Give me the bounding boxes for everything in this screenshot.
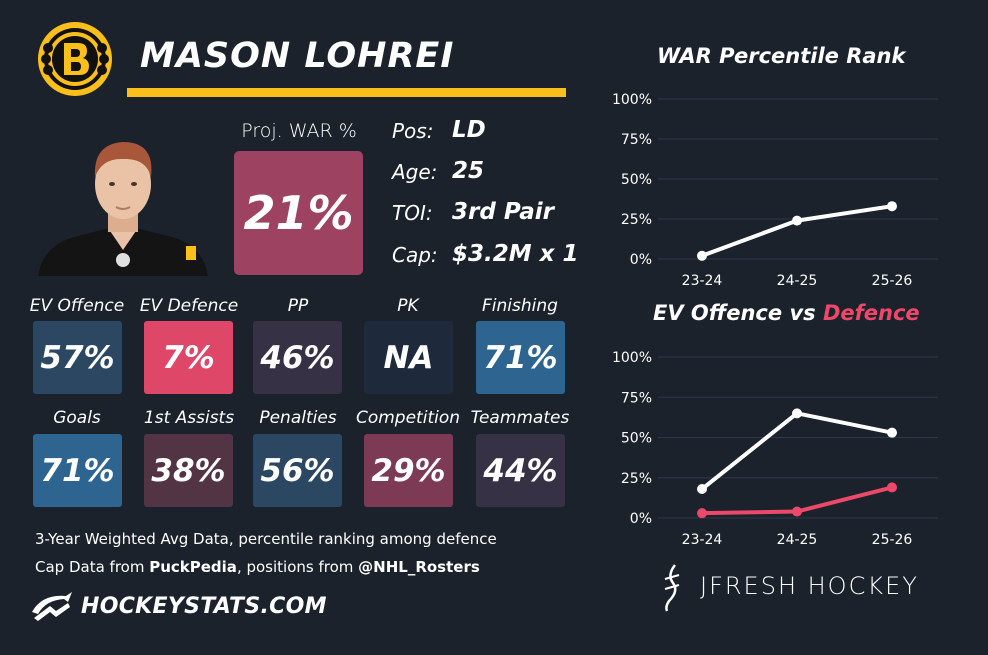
stat-tile-goals: 71%: [33, 434, 122, 507]
y-tick-label: 100%: [612, 350, 652, 366]
data-point: [697, 508, 707, 519]
proj-war-value: 21%: [243, 186, 354, 240]
player-name: MASON LOHREI: [140, 36, 455, 76]
war-percentile-chart: 0% 25% 50% 75% 100% 23-24 24-25 25-26: [612, 92, 938, 289]
stat-value-teammates: 44%: [483, 452, 558, 489]
stat-tile-competition: 29%: [364, 434, 453, 507]
ev-offence-vs-defence-chart: 0% 25% 50% 75% 100% 23-24 24-25 25-26: [612, 350, 938, 548]
chart-title-war-percentile: WAR Percentile Rank: [657, 44, 906, 68]
footnote-middle: , positions from: [236, 558, 359, 576]
age-label: Age:: [392, 160, 438, 184]
data-point: [792, 506, 802, 517]
x-tick-label: 23-24: [682, 273, 723, 289]
stat-value-finishing: 71%: [483, 339, 558, 376]
data-point: [792, 215, 802, 226]
stat-tile-ev-offence: 57%: [33, 321, 122, 394]
pos-label: Pos:: [392, 119, 434, 143]
chart-title-ev-offence-vs-defence: EV Offence vs Defence: [653, 301, 920, 325]
stat-label-1st-assists: 1st Assists: [143, 408, 235, 428]
y-tick-label: 0%: [630, 511, 652, 527]
series-line: [701, 204, 893, 258]
age-value: 25: [452, 158, 485, 184]
proj-war-label: Proj. WAR %: [241, 120, 357, 142]
y-tick-label: 75%: [621, 132, 652, 148]
toi-value: 3rd Pair: [452, 199, 554, 225]
stat-label-ev-defence: EV Defence: [139, 296, 239, 316]
stat-tile-pp: 46%: [253, 321, 342, 394]
stat-label-pk: PK: [397, 296, 419, 316]
stat-value-competition: 29%: [371, 452, 446, 489]
stat-value-penalties: 56%: [260, 452, 335, 489]
stat-value-pk: NA: [383, 339, 434, 376]
stat-tile-1st-assists: 38%: [144, 434, 233, 507]
y-tick-label: 50%: [621, 172, 652, 188]
cap-value: $3.2M x 1: [452, 241, 579, 267]
x-tick-label: 23-24: [682, 532, 723, 548]
y-tick-label: 50%: [621, 431, 652, 447]
data-point: [887, 427, 897, 438]
stat-value-pp: 46%: [260, 339, 335, 376]
toi-label: TOI:: [392, 201, 433, 225]
proj-war-tile: 21%: [234, 151, 363, 275]
y-tick-label: 100%: [612, 92, 652, 108]
jfresh-brand: JFRESH HOCKEY: [700, 572, 919, 600]
chart-title-defence-part: Defence: [822, 301, 920, 325]
footnote-sources: Cap Data from PuckPedia, positions from …: [35, 558, 480, 576]
stat-label-ev-offence: EV Offence: [29, 296, 125, 316]
stat-label-goals: Goals: [53, 408, 101, 428]
stat-value-ev-defence: 7%: [162, 339, 215, 376]
footnote-data-method: 3-Year Weighted Avg Data, percentile ran…: [35, 530, 497, 548]
data-point: [792, 408, 802, 419]
data-point: [697, 250, 707, 261]
name-underline: [127, 88, 566, 97]
stat-tile-finishing: 71%: [476, 321, 565, 394]
bruins-logo-icon: [38, 22, 112, 96]
stat-label-teammates: Teammates: [470, 408, 570, 428]
data-point: [887, 482, 897, 493]
chart-title-offence-part: EV Offence vs: [653, 301, 823, 325]
stat-label-finishing: Finishing: [482, 296, 558, 316]
jfresh-logo-icon: [664, 564, 680, 612]
footnote-source-nhl-rosters: @NHL_Rosters: [358, 558, 480, 576]
player-headshot: [38, 142, 208, 276]
hockeystats-brand: HOCKEYSTATS.COM: [81, 594, 327, 619]
x-tick-label: 25-26: [872, 273, 913, 289]
footnote-prefix: Cap Data from: [35, 558, 150, 576]
cap-label: Cap:: [392, 243, 438, 267]
data-point: [697, 484, 707, 495]
y-tick-label: 75%: [621, 390, 652, 406]
footnote-source-puckpedia: PuckPedia: [149, 558, 237, 576]
pos-value: LD: [452, 117, 486, 143]
stat-value-1st-assists: 38%: [151, 452, 226, 489]
y-tick-label: 25%: [621, 471, 652, 487]
stat-tile-ev-defence: 7%: [144, 321, 233, 394]
x-tick-label: 24-25: [777, 273, 818, 289]
y-tick-label: 0%: [630, 252, 652, 268]
stat-value-ev-offence: 57%: [40, 339, 115, 376]
data-point: [887, 201, 897, 212]
y-tick-label: 25%: [621, 212, 652, 228]
stat-tile-teammates: 44%: [476, 434, 565, 507]
stat-tile-penalties: 56%: [253, 434, 342, 507]
x-tick-label: 25-26: [872, 532, 913, 548]
x-tick-label: 24-25: [777, 532, 818, 548]
stat-value-goals: 71%: [40, 452, 115, 489]
stat-label-pp: PP: [287, 296, 309, 316]
stat-tile-pk: NA: [364, 321, 453, 394]
stat-label-competition: Competition: [355, 408, 461, 428]
hockeystats-logo-icon: [32, 592, 72, 621]
stat-label-penalties: Penalties: [259, 408, 337, 428]
